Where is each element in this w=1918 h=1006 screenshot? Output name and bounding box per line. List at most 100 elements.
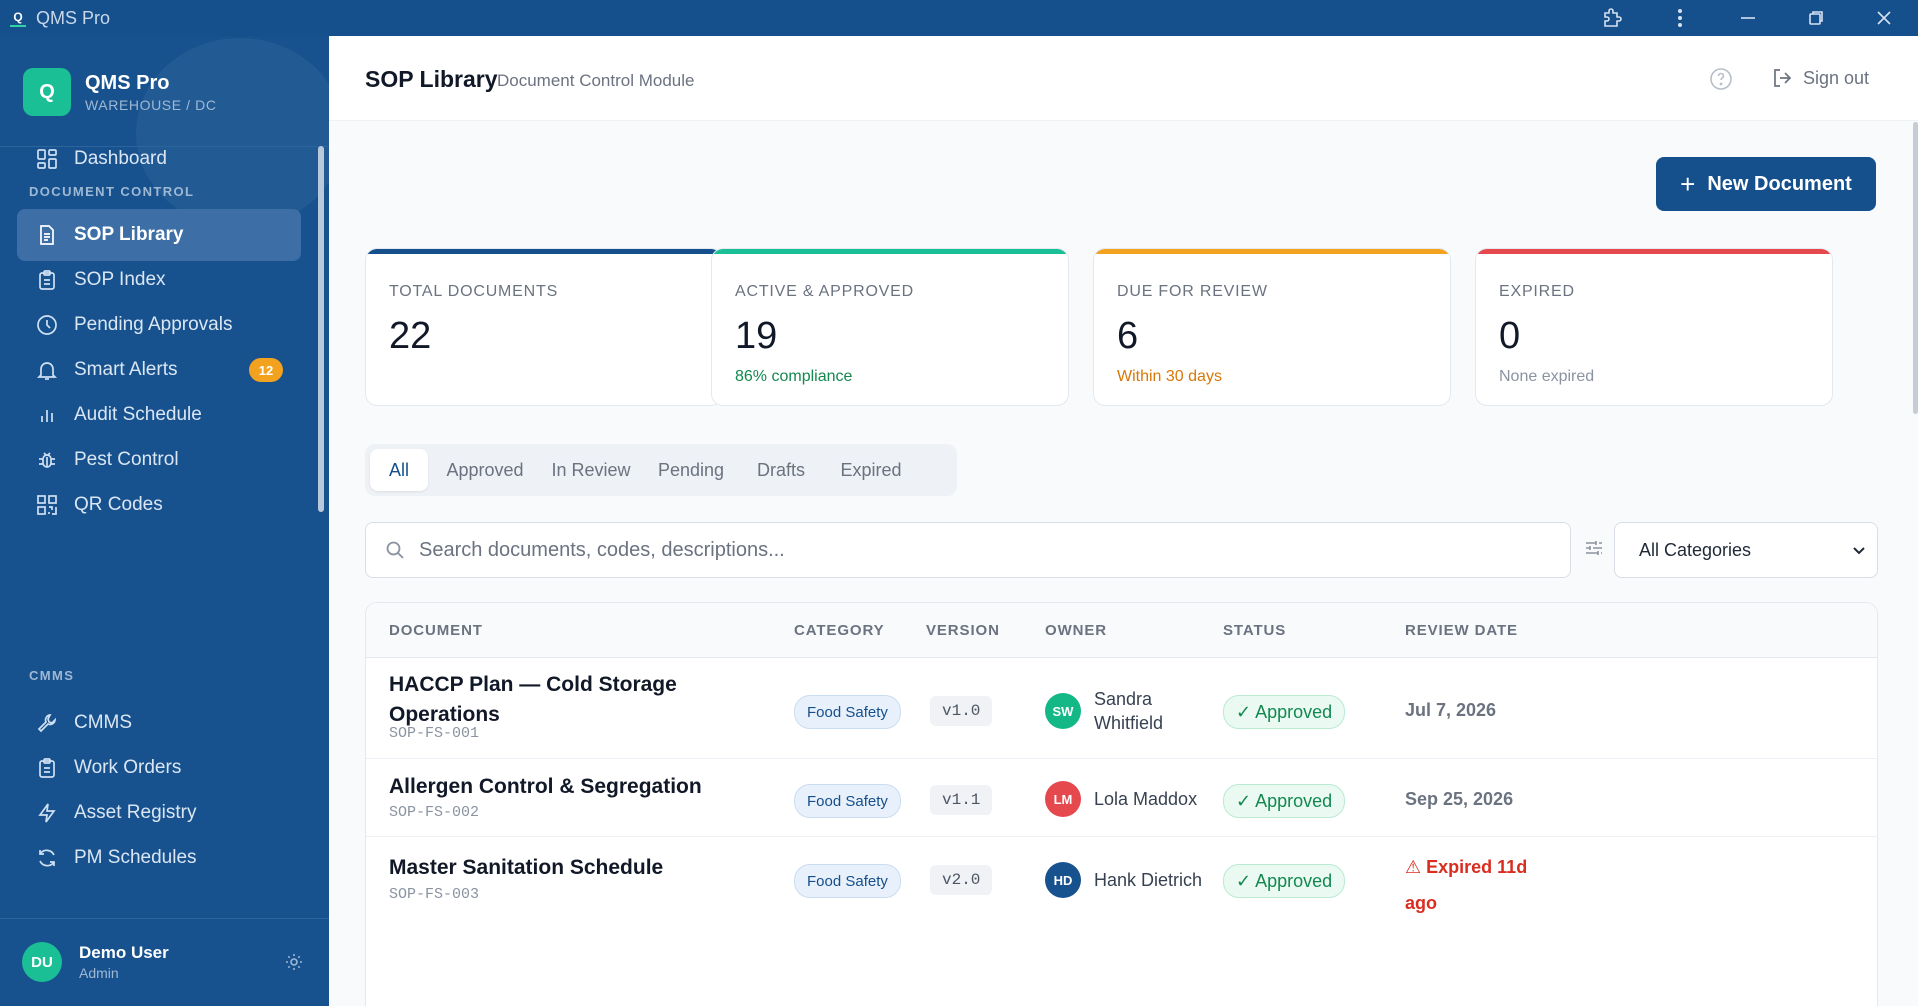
sidebar-item-label: Audit Schedule <box>74 404 202 425</box>
owner-avatar: LM <box>1045 781 1081 817</box>
table-row[interactable]: Allergen Control & Segregation SOP-FS-00… <box>366 758 1877 837</box>
settings-gear-icon[interactable] <box>284 952 304 977</box>
documents-table: DOCUMENT CATEGORY VERSION OWNER STATUS R… <box>365 602 1878 1006</box>
sidebar-item-label: Asset Registry <box>74 802 197 823</box>
page-title: SOP Library <box>365 66 498 92</box>
tab-all[interactable]: All <box>370 449 428 491</box>
document-title[interactable]: Allergen Control & Segregation <box>389 775 702 798</box>
more-menu-icon[interactable] <box>1646 0 1714 36</box>
sidebar-item-label: QR Codes <box>74 494 163 515</box>
column-header-category[interactable]: CATEGORY <box>794 622 885 639</box>
review-date: Jul 7, 2026 <box>1405 700 1497 720</box>
status-badge: ✓ Approved <box>1223 784 1346 818</box>
sidebar-item-pending-approvals[interactable]: Pending Approvals <box>17 299 301 351</box>
stat-value: 0 <box>1499 315 1521 357</box>
plus-icon: + <box>1680 169 1696 199</box>
sidebar-item-cmms[interactable]: CMMS <box>17 697 301 749</box>
stat-value: 6 <box>1117 315 1139 357</box>
stat-label: ACTIVE & APPROVED <box>735 283 914 300</box>
search-box <box>365 522 1571 578</box>
extensions-icon[interactable] <box>1578 0 1646 36</box>
stat-accent-bar <box>712 249 1068 254</box>
tab-pending[interactable]: Pending <box>657 459 725 480</box>
user-profile[interactable]: DU Demo User Admin <box>22 942 169 982</box>
main-scrollbar[interactable] <box>1913 122 1918 414</box>
brand-subtitle: WAREHOUSE / DC <box>85 96 217 113</box>
sidebar-item-dashboard[interactable]: Dashboard <box>17 133 301 185</box>
sidebar-item-pm-schedules[interactable]: PM Schedules <box>17 832 301 884</box>
refresh-icon <box>36 847 58 869</box>
owner-name: Sandra Whitfield <box>1094 689 1164 733</box>
search-input[interactable] <box>417 537 1521 563</box>
tab-drafts[interactable]: Drafts <box>756 459 805 480</box>
sidebar-item-pest-control[interactable]: Pest Control <box>17 434 301 486</box>
sign-out-button[interactable]: Sign out <box>1771 67 1869 89</box>
status-tabs: All Approved In Review Pending Drafts Ex… <box>365 444 957 496</box>
close-icon[interactable] <box>1850 0 1918 36</box>
sidebar-item-work-orders[interactable]: Work Orders <box>17 742 301 794</box>
filter-sliders-icon[interactable] <box>1584 538 1604 563</box>
sidebar-divider <box>0 146 329 147</box>
dashboard-grid-icon <box>36 148 58 170</box>
page-header: SOP Library Document Control Module Sign… <box>329 36 1918 121</box>
sidebar-item-qr-codes[interactable]: QR Codes <box>17 479 301 531</box>
column-header-status[interactable]: STATUS <box>1223 622 1287 639</box>
version-badge: v1.1 <box>930 785 993 815</box>
sidebar-item-smart-alerts[interactable]: Smart Alerts 12 <box>17 344 301 396</box>
stat-card-total-documents: TOTAL DOCUMENTS 22 <box>365 248 723 406</box>
stat-card-active-approved: ACTIVE & APPROVED 19 86% compliance <box>711 248 1069 406</box>
restore-icon[interactable] <box>1782 0 1850 36</box>
brand: Q QMS Pro WAREHOUSE / DC <box>23 68 217 116</box>
review-date: Sep 25, 2026 <box>1405 789 1514 809</box>
document-icon <box>36 224 58 246</box>
new-document-button[interactable]: + New Document <box>1656 157 1876 211</box>
stat-value: 22 <box>389 315 432 357</box>
stat-accent-bar <box>1476 249 1832 254</box>
clock-icon <box>36 314 58 336</box>
sidebar-scrollbar[interactable] <box>318 146 324 512</box>
document-title[interactable]: Master Sanitation Schedule <box>389 856 664 879</box>
stat-subtext: Within 30 days <box>1117 368 1222 385</box>
sidebar-item-label: SOP Library <box>74 224 184 245</box>
table-row[interactable]: HACCP Plan — Cold Storage Operations SOP… <box>366 657 1877 759</box>
bug-icon <box>36 449 58 471</box>
category-badge: Food Safety <box>794 864 901 898</box>
lightning-icon <box>36 802 58 824</box>
document-title[interactable]: HACCP Plan — Cold Storage Operations <box>389 673 677 726</box>
tab-expired[interactable]: Expired <box>840 459 902 480</box>
table-row[interactable]: Master Sanitation Schedule SOP-FS-003 Fo… <box>366 836 1877 936</box>
stat-subtext: None expired <box>1499 368 1595 385</box>
app-logo-icon: Q <box>10 9 26 27</box>
owner-avatar: HD <box>1045 862 1081 898</box>
sidebar-item-sop-index[interactable]: SOP Index <box>17 254 301 306</box>
brand-logo-icon: Q <box>23 68 71 116</box>
sidebar: Q QMS Pro WAREHOUSE / DC Dashboard DOCUM… <box>0 36 329 1006</box>
sidebar-item-label: Pending Approvals <box>74 314 233 335</box>
page-subtitle: Document Control Module <box>497 71 695 90</box>
stat-card-due-for-review: DUE FOR REVIEW 6 Within 30 days <box>1093 248 1451 406</box>
stat-label: TOTAL DOCUMENTS <box>389 283 559 300</box>
column-header-owner[interactable]: OWNER <box>1045 622 1107 639</box>
sidebar-item-asset-registry[interactable]: Asset Registry <box>17 787 301 839</box>
tab-in-review[interactable]: In Review <box>551 459 631 480</box>
column-header-document[interactable]: DOCUMENT <box>389 622 483 639</box>
new-document-label: New Document <box>1707 172 1852 195</box>
sidebar-item-sop-library[interactable]: SOP Library <box>17 209 301 261</box>
sidebar-item-audit-schedule[interactable]: Audit Schedule <box>17 389 301 441</box>
user-name: Demo User <box>79 943 169 962</box>
category-select[interactable]: All Categories <box>1614 522 1878 578</box>
column-header-version[interactable]: VERSION <box>926 622 1000 639</box>
tab-approved[interactable]: Approved <box>446 459 524 480</box>
version-badge: v1.0 <box>930 696 993 726</box>
version-badge: v2.0 <box>930 865 993 895</box>
sign-out-icon <box>1774 69 1792 87</box>
document-code: SOP-FS-001 <box>389 725 480 742</box>
minimize-icon[interactable] <box>1714 0 1782 36</box>
sidebar-item-label: Smart Alerts <box>74 359 178 380</box>
column-header-review-date[interactable]: REVIEW DATE <box>1405 622 1518 639</box>
alerts-count-badge: 12 <box>249 358 283 382</box>
help-icon[interactable] <box>1709 67 1733 96</box>
sign-out-label: Sign out <box>1803 67 1870 88</box>
sidebar-item-label: Dashboard <box>74 148 167 169</box>
stat-accent-bar <box>366 249 722 254</box>
